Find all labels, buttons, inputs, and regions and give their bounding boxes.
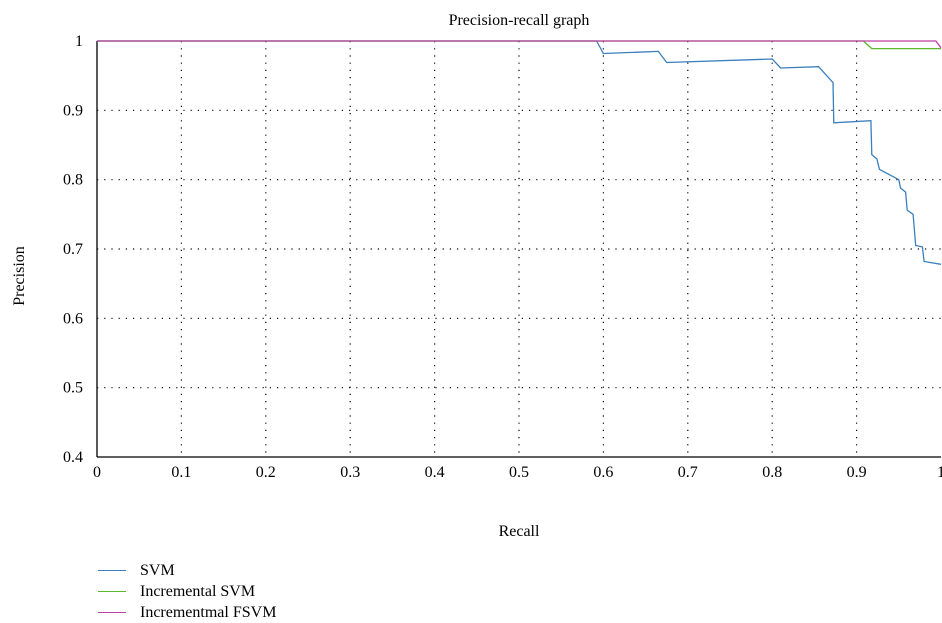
x-tick-label: 0.7: [678, 464, 698, 481]
series-line-svm: [97, 40, 942, 265]
x-tick-label: 0: [93, 464, 101, 481]
y-tick-label: 0.4: [63, 449, 83, 466]
y-tick-label: 0.8: [63, 172, 83, 189]
legend-label: SVM: [140, 561, 175, 579]
grid: [97, 41, 941, 457]
x-tick-label: 0.5: [509, 464, 529, 481]
x-tick-label: 0.8: [762, 464, 782, 481]
chart-title: Precision-recall graph: [449, 12, 590, 29]
legend-label: Incrementmal FSVM: [140, 603, 277, 621]
y-tick-label: 0.6: [63, 310, 83, 327]
series-lines: [97, 40, 942, 265]
y-tick-label: 1: [75, 33, 83, 50]
y-tick-label: 0.5: [63, 380, 83, 397]
y-tick-label: 0.9: [63, 102, 83, 119]
legend-label: Incremental SVM: [140, 582, 256, 600]
legend-item-incrementmal-fsvm: Incrementmal FSVM: [98, 602, 276, 623]
axes: [96, 41, 941, 458]
legend-swatch: [98, 570, 126, 571]
legend-swatch: [98, 591, 126, 592]
x-tick-label: 0.4: [425, 464, 445, 481]
series-line-incrementmal-fsvm: [97, 40, 942, 49]
tick-labels: 0 0.1 0.2 0.3 0.4 0.5 0.6 0.7 0.8 0.9 1 0.4 0.5 0.6 0.…: [63, 33, 942, 481]
x-tick-label: 0.1: [171, 464, 191, 481]
legend-item-incremental-svm: Incremental SVM: [98, 581, 276, 602]
y-axis-label: Precision: [11, 246, 28, 306]
x-tick-label: 0.3: [340, 464, 360, 481]
x-tick-label: 1: [937, 464, 942, 481]
x-tick-label: 0.2: [256, 464, 276, 481]
x-axis-label: Recall: [499, 523, 540, 540]
x-tick-label: 0.9: [847, 464, 867, 481]
x-tick-label: 0.6: [593, 464, 613, 481]
legend: SVM Incremental SVM Incrementmal FSVM: [98, 560, 276, 623]
legend-swatch: [98, 612, 126, 613]
y-tick-label: 0.7: [63, 241, 83, 258]
legend-item-svm: SVM: [98, 560, 276, 581]
